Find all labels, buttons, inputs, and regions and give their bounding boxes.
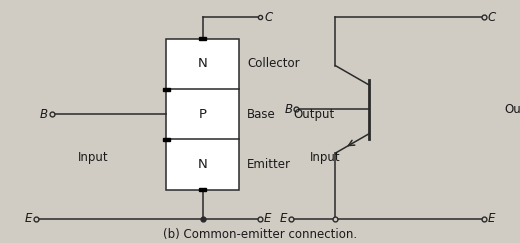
Text: C: C [488, 10, 496, 24]
Text: Input: Input [79, 151, 109, 165]
Text: E: E [25, 212, 32, 225]
Text: B: B [284, 103, 292, 116]
Bar [163, 138, 170, 141]
Text: C: C [264, 10, 272, 24]
Bar [200, 37, 206, 40]
Bar [200, 188, 206, 191]
Text: (b) Common-emitter connection.: (b) Common-emitter connection. [163, 228, 357, 241]
Text: Output: Output [504, 103, 520, 116]
Text: Collector: Collector [247, 58, 300, 70]
Text: Output: Output [294, 108, 335, 121]
Text: E: E [264, 212, 271, 225]
Text: B: B [40, 108, 48, 121]
Text: N: N [198, 158, 207, 171]
Text: E: E [280, 212, 287, 225]
Text: P: P [199, 108, 207, 121]
Text: Emitter: Emitter [247, 158, 291, 171]
Text: E: E [488, 212, 495, 225]
Text: Base: Base [247, 108, 276, 121]
Text: N: N [198, 58, 207, 70]
Bar [163, 87, 170, 91]
Bar [166, 39, 239, 190]
Text: Input: Input [310, 151, 340, 165]
